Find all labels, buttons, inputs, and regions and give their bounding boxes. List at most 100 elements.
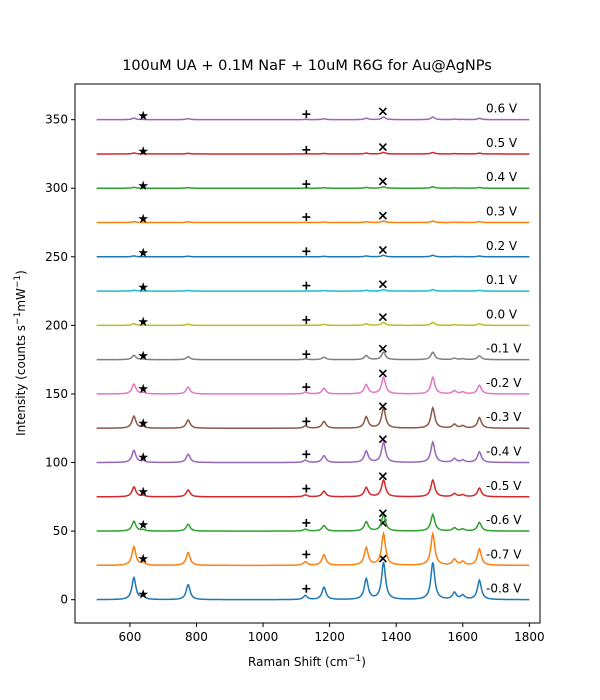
chart-title: 100uM UA + 0.1M NaF + 10uM R6G for Au@Ag…	[122, 58, 492, 74]
series-label: -0.4 V	[486, 445, 522, 459]
star-marker: ★	[137, 518, 149, 533]
cross-marker	[378, 107, 387, 116]
star-marker: ★	[137, 315, 149, 330]
star-marker: ★	[137, 485, 149, 500]
series-label: 0.5 V	[486, 136, 518, 150]
x-axis-title-end: )	[361, 655, 366, 669]
star-marker: ★	[137, 109, 149, 124]
series-line	[96, 116, 530, 121]
plus-marker	[302, 213, 311, 222]
series-label: -0.2 V	[486, 376, 522, 390]
plot-area: -0.8 V ★ -0.7 V ★ -0.6 V ★ -0.5 V ★ -0.4 V ★ -0.3 …	[96, 102, 530, 603]
cross-marker	[378, 280, 387, 289]
series-line	[96, 512, 530, 532]
series-line	[96, 151, 530, 155]
series-label: -0.3 V	[486, 410, 522, 424]
series-label: -0.8 V	[486, 582, 522, 596]
cross-marker	[378, 369, 387, 378]
y-axis: 0 50 100 150 200 250 300 350	[45, 113, 75, 607]
y-axis-title-part-4: −1	[13, 275, 23, 288]
series-line	[96, 321, 530, 327]
series-label: 0.1 V	[486, 273, 518, 287]
cross-marker	[378, 509, 387, 518]
star-marker: ★	[137, 588, 149, 603]
x-tick-label: 1400	[381, 630, 412, 644]
y-tick-label: 0	[60, 593, 68, 607]
x-axis-title-main: Raman Shift (cm	[248, 655, 348, 669]
plus-marker	[302, 145, 311, 154]
x-tick-label: 800	[185, 630, 208, 644]
series-line	[96, 288, 530, 292]
x-tick-label: 1800	[514, 630, 545, 644]
y-tick-label: 150	[45, 387, 68, 401]
y-tick-label: 100	[45, 456, 68, 470]
y-tick-label: 50	[53, 524, 68, 538]
plus-marker	[302, 584, 311, 593]
y-axis-title-part-2: −1	[13, 312, 23, 325]
plus-marker	[302, 350, 311, 359]
series-label: 0.6 V	[486, 102, 518, 116]
series-line	[96, 561, 530, 601]
series-label: 0.2 V	[486, 239, 518, 253]
series-label: -0.6 V	[486, 513, 522, 527]
cross-marker	[378, 435, 387, 444]
plus-marker	[302, 315, 311, 324]
series-line	[96, 351, 530, 361]
plus-marker	[302, 247, 311, 256]
star-marker: ★	[137, 349, 149, 364]
star-marker: ★	[137, 246, 149, 261]
series-label: -0.7 V	[486, 547, 522, 561]
series-line	[96, 478, 530, 498]
cross-marker	[378, 211, 387, 220]
plot-frame	[74, 83, 541, 624]
series-line	[96, 530, 530, 567]
series-line	[96, 439, 530, 464]
y-tick-label: 300	[45, 181, 68, 195]
cross-marker	[378, 472, 387, 481]
star-marker: ★	[137, 451, 149, 466]
y-tick-label: 200	[45, 318, 68, 332]
x-tick-label: 600	[118, 630, 141, 644]
plus-marker	[302, 180, 311, 189]
x-axis-title: Raman Shift (cm−1)	[248, 654, 366, 669]
star-marker: ★	[137, 280, 149, 295]
star-marker: ★	[137, 145, 149, 160]
cross-marker	[378, 313, 387, 322]
series-line	[96, 185, 530, 189]
cross-marker	[378, 402, 387, 411]
cross-marker	[378, 177, 387, 186]
series-line	[96, 254, 530, 258]
cross-marker	[378, 554, 387, 563]
cross-marker	[378, 143, 387, 152]
plus-marker	[302, 417, 311, 426]
x-axis: 600 800 1000 1200 1400 1600 1800	[118, 623, 545, 644]
star-marker: ★	[137, 416, 149, 431]
plus-marker	[302, 450, 311, 459]
cross-marker	[378, 245, 387, 255]
plus-marker	[302, 110, 311, 119]
series-line	[96, 375, 530, 395]
plus-marker	[302, 484, 311, 493]
series-label: 0.0 V	[486, 307, 518, 321]
plus-marker	[302, 383, 311, 392]
y-tick-label: 350	[45, 113, 68, 127]
star-marker: ★	[137, 179, 149, 194]
x-axis-title-sup: −1	[348, 654, 361, 664]
star-marker: ★	[137, 382, 149, 397]
cross-marker	[378, 344, 387, 353]
series-label: -0.1 V	[486, 342, 522, 356]
y-axis-title-part-3: mW	[14, 288, 28, 312]
y-axis-title-part-5: )	[14, 270, 28, 275]
x-tick-label: 1600	[448, 630, 479, 644]
series-line	[96, 220, 530, 224]
y-tick-label: 250	[45, 250, 68, 264]
y-axis-title: Intensity (counts s−1mW−1)	[13, 270, 28, 436]
x-tick-label: 1200	[314, 630, 345, 644]
series-label: -0.5 V	[486, 479, 522, 493]
series-line	[96, 405, 530, 429]
series-label: 0.4 V	[486, 170, 518, 184]
y-axis-title-part-1: Intensity (counts s	[14, 325, 28, 436]
star-marker: ★	[137, 212, 149, 227]
series-label: 0.3 V	[486, 205, 518, 219]
